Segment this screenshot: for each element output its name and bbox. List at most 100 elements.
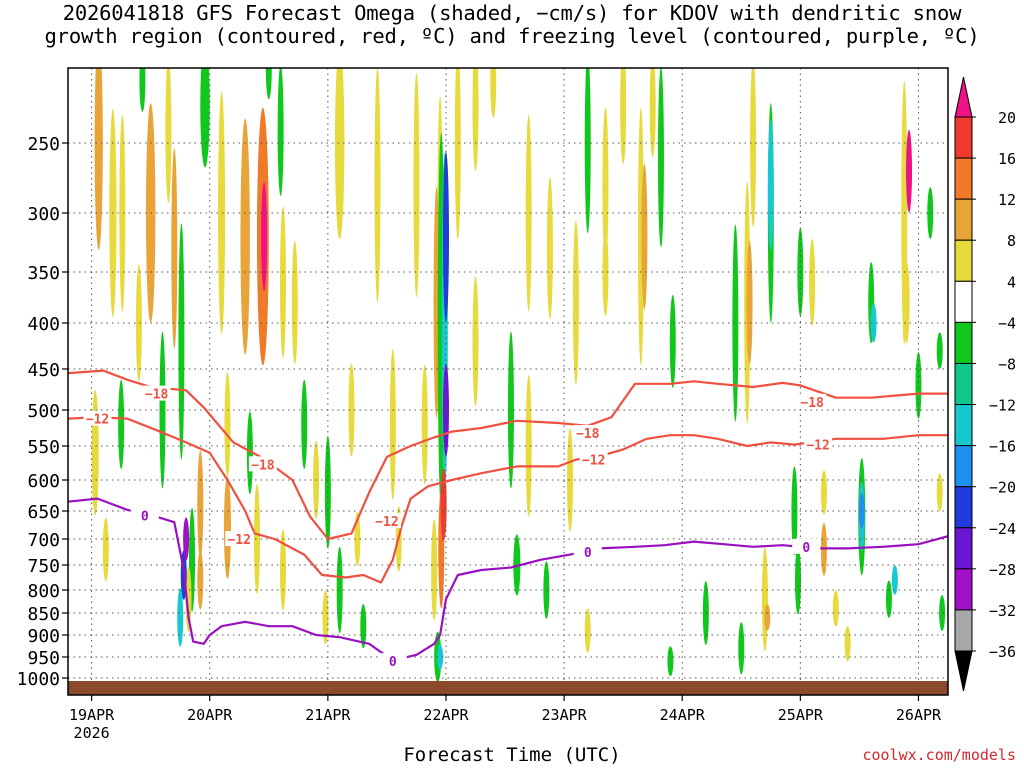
y-tick-label: 300 — [27, 204, 60, 225]
y-tick-label: 600 — [27, 471, 60, 492]
omega-cell — [885, 580, 892, 618]
omega-cell — [794, 545, 801, 615]
colorbar-label: −32 — [989, 602, 1016, 620]
omega-cell — [767, 119, 774, 251]
omega-cell — [139, 68, 146, 112]
title-line-2: growth region (contoured, red, ºC) and f… — [44, 24, 980, 48]
omega-cell — [336, 546, 343, 634]
contour-label-bg — [579, 451, 608, 467]
omega-cell — [832, 590, 839, 627]
x-tick-label: 22APR — [423, 706, 469, 724]
omega-cell — [809, 239, 816, 326]
contour-label-bg — [372, 513, 401, 529]
contour-label: −12 — [806, 439, 829, 454]
colorbar-label: −16 — [989, 438, 1016, 456]
y-tick-label: 350 — [27, 263, 60, 284]
omega-cell — [649, 68, 656, 157]
omega-cell — [197, 450, 204, 560]
omega-cell — [177, 588, 184, 647]
omega-cell — [279, 529, 286, 611]
x-tick-label: 19APR — [69, 706, 115, 724]
omega-cell — [761, 547, 768, 652]
contour-label-bg — [792, 538, 821, 554]
omega-cell — [584, 608, 591, 653]
colorbar-label: −36 — [989, 643, 1016, 661]
omega-cell — [200, 68, 210, 168]
omega-cell — [858, 493, 865, 529]
omega-cell — [135, 264, 142, 382]
x-tick-label: 21APR — [305, 706, 351, 724]
omega-cell — [567, 428, 574, 532]
colorbar-label: −12 — [989, 397, 1016, 415]
omega-cell — [472, 276, 479, 407]
omega-cell — [472, 68, 479, 171]
contour-label-bg — [225, 531, 254, 546]
omega-cell — [178, 223, 185, 460]
colorbar-label: −4 — [998, 314, 1016, 332]
contour-label: −12 — [86, 413, 109, 428]
title-line-1: 2026041818 GFS Forecast Omega (shaded, −… — [62, 1, 962, 25]
omega-cell — [738, 622, 745, 675]
contour-label-bg — [378, 653, 407, 669]
y-tick-label: 700 — [27, 530, 60, 551]
omega-cell — [903, 262, 910, 344]
omega-cell — [265, 68, 272, 100]
plot-frame — [67, 67, 949, 696]
omega-cell — [927, 187, 934, 239]
contour-label-bg — [130, 507, 159, 523]
omega-cell — [301, 379, 308, 469]
omega-shading — [91, 68, 946, 681]
contour-label-bg — [83, 410, 112, 426]
omega-cell — [764, 604, 771, 631]
omega-cell — [437, 644, 444, 670]
omega-cell — [183, 517, 190, 561]
colorbar-band — [954, 157, 973, 200]
omega-cell — [702, 581, 709, 645]
omega-cell — [750, 68, 757, 228]
omega-cell — [253, 484, 260, 594]
omega-cell — [431, 519, 438, 621]
omega-cell — [118, 379, 125, 469]
colorbar: 20 16 12 8 4 −4 −8 −12 −16 −20 −24 −28 −32 −36 — [954, 76, 1016, 692]
omega-cell — [936, 473, 943, 512]
contour-label: −18 — [800, 396, 824, 411]
omega-cell — [197, 550, 204, 610]
omega-cell — [891, 565, 898, 595]
colorbar-band — [954, 239, 973, 282]
omega-cell — [915, 352, 922, 419]
colorbar-bottom-arrow — [954, 650, 973, 692]
omega-cell — [507, 331, 514, 489]
omega-cell — [360, 604, 367, 649]
omega-cell — [820, 470, 827, 515]
contour-label: −12 — [375, 515, 398, 530]
credit-link[interactable]: coolwx.com/models — [862, 746, 1016, 764]
contour-lines: −18 −18 −18 −18 −12 −12 −12 −12 −12 0 0 0 0 — [68, 369, 948, 670]
y-axis-ticks: 2503003504004505005506006507007508008509… — [17, 134, 68, 690]
omega-cell — [421, 364, 428, 485]
omega-cell — [334, 68, 345, 240]
colorbar-label: 12 — [998, 191, 1016, 209]
colorbar-band — [954, 445, 973, 488]
contour-label: −18 — [145, 388, 169, 403]
x-axis-ticks: 19APR 20APR 21APR 22APR 23APR 24APR 25APR 26APR… — [69, 695, 942, 742]
y-tick-label: 400 — [27, 314, 60, 335]
y-tick-label: 750 — [27, 556, 60, 577]
y-tick-label: 450 — [27, 360, 60, 381]
colorbar-top-arrow — [954, 76, 973, 118]
omega-cell — [413, 72, 420, 298]
omega-cell — [218, 91, 226, 335]
contour-label: 0 — [389, 655, 397, 670]
contour-line — [68, 369, 948, 541]
omega-cell — [389, 348, 396, 500]
colorbar-band — [954, 198, 973, 241]
omega-cell — [348, 363, 355, 457]
y-tick-label: 800 — [27, 581, 60, 602]
colorbar-label: −24 — [989, 520, 1016, 538]
x-tick-label: 26APR — [896, 706, 942, 724]
omega-cell — [91, 390, 99, 516]
contour-label: −12 — [582, 454, 605, 469]
y-tick-label: 650 — [27, 502, 60, 523]
omega-cell — [224, 372, 231, 477]
omega-cell — [602, 228, 609, 316]
x-tick-label: 20APR — [187, 706, 233, 724]
